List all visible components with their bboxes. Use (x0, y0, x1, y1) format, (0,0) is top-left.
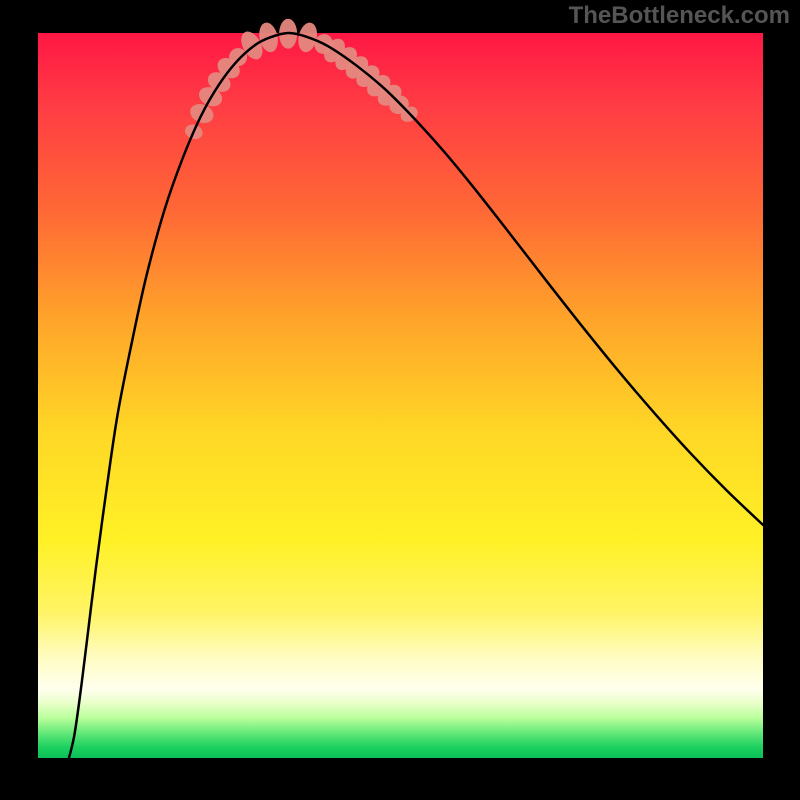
curve-svg (38, 33, 763, 765)
watermark-text: TheBottleneck.com (569, 2, 790, 30)
canvas: TheBottleneck.com (0, 0, 800, 800)
beads-group (183, 19, 421, 142)
bottleneck-curve (67, 33, 763, 765)
plot-area (38, 33, 763, 765)
